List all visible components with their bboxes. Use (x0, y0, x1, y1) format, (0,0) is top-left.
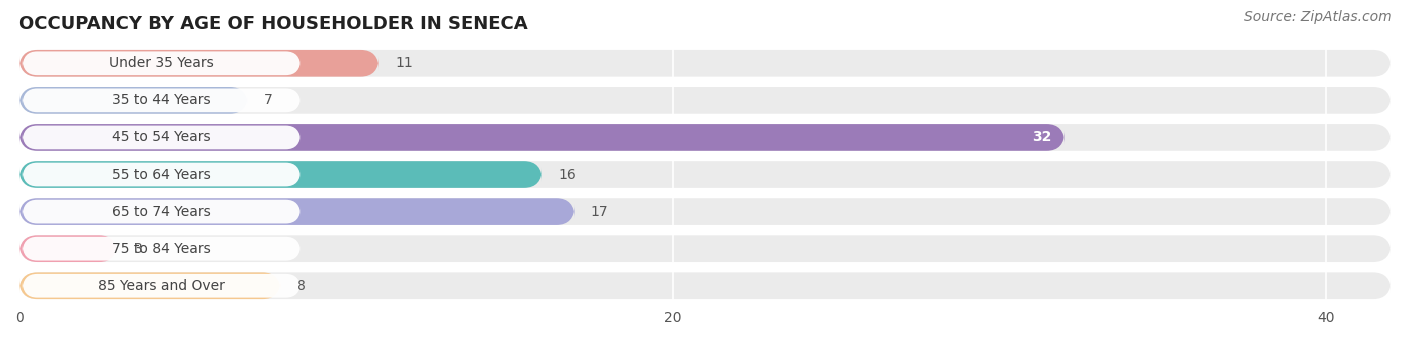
Text: 55 to 64 Years: 55 to 64 Years (112, 168, 211, 182)
FancyBboxPatch shape (20, 198, 1391, 225)
FancyBboxPatch shape (20, 235, 1391, 262)
FancyBboxPatch shape (22, 88, 301, 112)
FancyBboxPatch shape (22, 200, 301, 223)
Text: 35 to 44 Years: 35 to 44 Years (112, 94, 211, 107)
FancyBboxPatch shape (20, 272, 281, 299)
Text: 65 to 74 Years: 65 to 74 Years (112, 205, 211, 219)
Text: OCCUPANCY BY AGE OF HOUSEHOLDER IN SENECA: OCCUPANCY BY AGE OF HOUSEHOLDER IN SENEC… (20, 15, 529, 33)
FancyBboxPatch shape (22, 274, 301, 298)
Text: 85 Years and Over: 85 Years and Over (98, 279, 225, 293)
FancyBboxPatch shape (20, 124, 1064, 151)
Text: 3: 3 (134, 242, 142, 256)
FancyBboxPatch shape (20, 87, 1391, 114)
FancyBboxPatch shape (22, 125, 301, 149)
FancyBboxPatch shape (20, 87, 247, 114)
FancyBboxPatch shape (20, 161, 1391, 188)
FancyBboxPatch shape (22, 163, 301, 186)
Text: 8: 8 (297, 279, 307, 293)
FancyBboxPatch shape (20, 50, 1391, 76)
Text: 16: 16 (558, 168, 576, 182)
FancyBboxPatch shape (20, 272, 1391, 299)
FancyBboxPatch shape (20, 198, 575, 225)
Text: 17: 17 (591, 205, 609, 219)
Text: 7: 7 (264, 94, 273, 107)
FancyBboxPatch shape (20, 124, 1391, 151)
Text: 32: 32 (1032, 131, 1052, 144)
Text: Source: ZipAtlas.com: Source: ZipAtlas.com (1244, 10, 1392, 24)
Text: 75 to 84 Years: 75 to 84 Years (112, 242, 211, 256)
FancyBboxPatch shape (20, 50, 378, 76)
Text: Under 35 Years: Under 35 Years (110, 56, 214, 70)
Text: 45 to 54 Years: 45 to 54 Years (112, 131, 211, 144)
FancyBboxPatch shape (22, 237, 301, 260)
Text: 11: 11 (395, 56, 413, 70)
FancyBboxPatch shape (20, 161, 541, 188)
FancyBboxPatch shape (22, 51, 301, 75)
FancyBboxPatch shape (20, 235, 117, 262)
